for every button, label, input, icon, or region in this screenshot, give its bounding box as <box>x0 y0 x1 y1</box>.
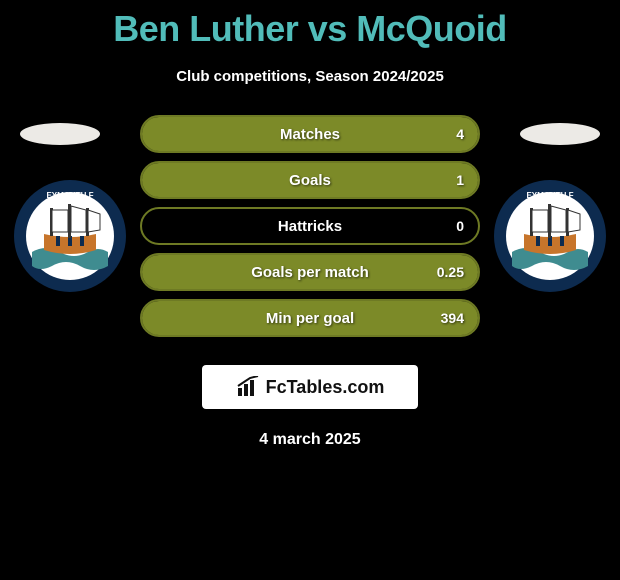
stat-label: Goals per match <box>251 264 369 281</box>
stat-row-hattricks: Hattricks 0 <box>140 207 480 245</box>
stat-value-right: 0 <box>456 218 464 234</box>
svg-text:EYMOUTH F: EYMOUTH F <box>46 191 93 200</box>
brand-text: FcTables.com <box>266 377 385 398</box>
date-text: 4 march 2025 <box>0 431 620 449</box>
player-shadow-left <box>20 123 100 145</box>
stat-value-right: 394 <box>441 310 464 326</box>
stat-row-min-per-goal: Min per goal 394 <box>140 299 480 337</box>
club-crest-right: EYMOUTH F <box>494 180 606 292</box>
comparison-area: EYMOUTH F EYMOUTH F Matches 4 Goals 1 Ha… <box>0 115 620 449</box>
stat-label: Hattricks <box>278 218 342 235</box>
stat-value-right: 4 <box>456 126 464 142</box>
stat-value-right: 0.25 <box>437 264 464 280</box>
stat-label: Matches <box>280 126 340 143</box>
stat-value-right: 1 <box>456 172 464 188</box>
club-crest-left: EYMOUTH F <box>14 180 126 292</box>
stat-row-goals-per-match: Goals per match 0.25 <box>140 253 480 291</box>
player-shadow-right <box>520 123 600 145</box>
stat-row-matches: Matches 4 <box>140 115 480 153</box>
stat-row-goals: Goals 1 <box>140 161 480 199</box>
page-subtitle: Club competitions, Season 2024/2025 <box>0 68 620 85</box>
brand-chart-icon <box>236 376 262 398</box>
svg-text:EYMOUTH F: EYMOUTH F <box>526 191 573 200</box>
brand-badge: FcTables.com <box>202 365 418 409</box>
page-title: Ben Luther vs McQuoid <box>0 0 620 50</box>
stats-list: Matches 4 Goals 1 Hattricks 0 Goals per … <box>140 115 480 337</box>
stat-label: Min per goal <box>266 310 354 327</box>
stat-label: Goals <box>289 172 331 189</box>
